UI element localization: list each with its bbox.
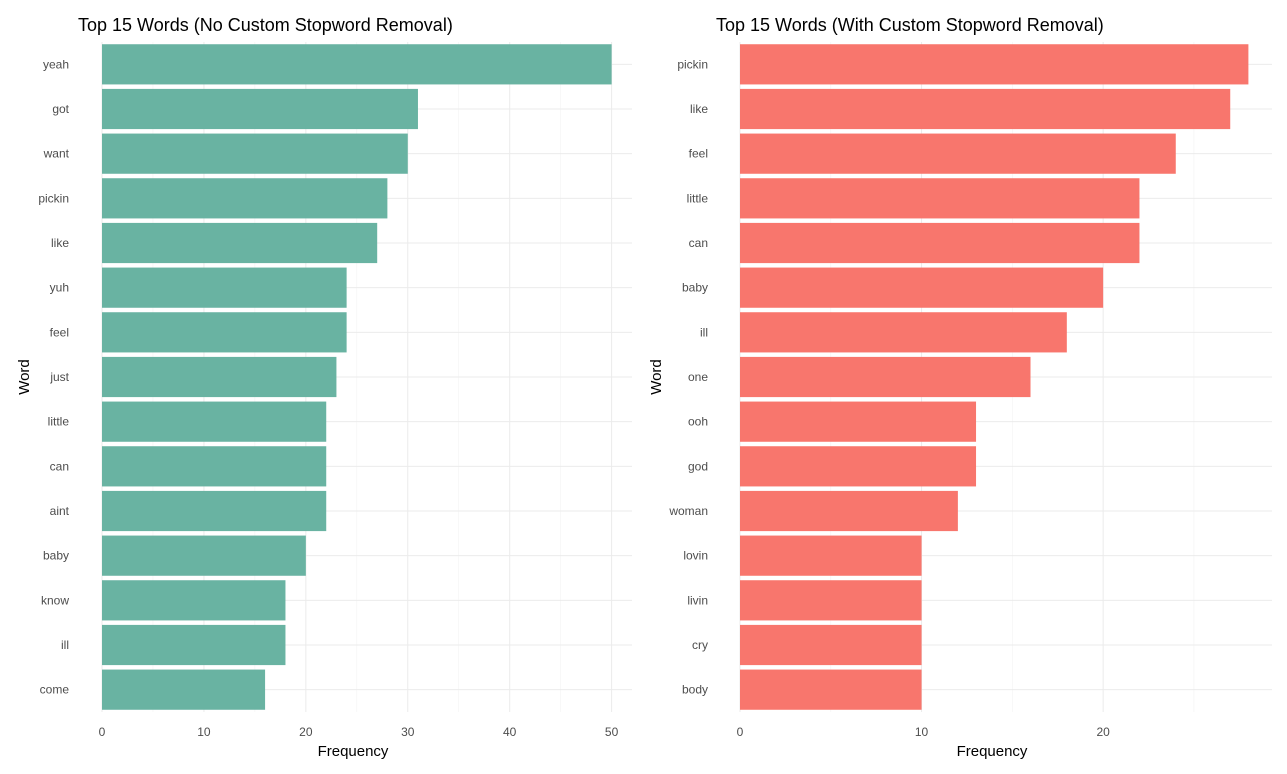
x-tick-label: 10 — [197, 725, 211, 739]
y-tick-label: body — [682, 683, 708, 697]
y-tick-label: can — [689, 236, 708, 250]
y-tick-label: ooh — [688, 415, 708, 429]
bar-baby — [102, 535, 306, 576]
y-tick-label: feel — [689, 147, 708, 161]
bar-can — [102, 446, 327, 487]
y-tick-label: little — [687, 191, 709, 205]
y-tick-label: like — [51, 236, 69, 250]
y-tick-label: one — [688, 370, 708, 384]
bar-one — [740, 356, 1031, 398]
bar-baby — [740, 267, 1104, 308]
bar-know — [102, 580, 286, 621]
bar-yeah — [102, 44, 612, 85]
y-tick-label: cry — [692, 638, 708, 652]
y-tick-label: ill — [700, 325, 708, 339]
y-tick-label: baby — [43, 549, 69, 563]
bar-woman — [740, 490, 958, 532]
y-tick-label: feel — [50, 325, 69, 339]
y-tick-label: pickin — [677, 57, 708, 71]
y-tick-label: aint — [50, 504, 70, 518]
bar-god — [740, 446, 977, 487]
x-tick-label: 20 — [299, 725, 313, 739]
y-tick-label: baby — [682, 281, 708, 295]
x-tick-label: 30 — [401, 725, 415, 739]
y-tick-label: ill — [61, 638, 69, 652]
x-tick-label: 20 — [1096, 725, 1110, 739]
bar-lovin — [740, 535, 922, 576]
y-tick-label: yeah — [43, 57, 69, 71]
y-tick-label: little — [48, 415, 70, 429]
y-tick-label: got — [52, 102, 69, 116]
bar-ooh — [740, 401, 977, 442]
bar-little — [740, 178, 1140, 219]
bar-can — [740, 222, 1140, 264]
bar-got — [102, 88, 418, 130]
bar-pickin — [740, 44, 1249, 85]
y-tick-label: god — [688, 459, 708, 473]
bar-want — [102, 133, 408, 174]
x-tick-label: 50 — [605, 725, 619, 739]
x-tick-label: 0 — [737, 725, 744, 739]
x-tick-label: 0 — [99, 725, 106, 739]
chart-title: Top 15 Words (No Custom Stopword Removal… — [78, 15, 453, 35]
x-axis-title: Frequency — [318, 743, 389, 760]
bar-livin — [740, 580, 922, 621]
chart-panel-2: pickin like feel little can baby ill one ooh god w… — [648, 15, 1272, 760]
chart-panel-1: yeah got want pickin like yuh feel just little ca… — [16, 15, 632, 760]
y-axis-title: Word — [16, 359, 33, 395]
bar-ill — [740, 312, 1067, 353]
bar-come — [102, 669, 266, 710]
bar-body — [740, 669, 922, 710]
y-tick-label: woman — [668, 504, 708, 518]
bar-feel — [740, 133, 1176, 174]
bar-pickin — [102, 178, 388, 219]
y-tick-label: pickin — [38, 191, 69, 205]
y-tick-label: come — [40, 683, 70, 697]
y-tick-label: livin — [687, 593, 708, 607]
bar-like — [740, 88, 1231, 130]
chart-title: Top 15 Words (With Custom Stopword Remov… — [716, 15, 1104, 35]
y-axis-title: Word — [648, 359, 665, 395]
y-tick-label: lovin — [683, 549, 708, 563]
bar-aint — [102, 490, 327, 532]
bar-like — [102, 222, 378, 264]
y-tick-label: like — [690, 102, 708, 116]
bar-just — [102, 356, 337, 398]
x-tick-label: 10 — [915, 725, 929, 739]
y-tick-label: can — [50, 459, 69, 473]
bar-yuh — [102, 267, 347, 308]
y-tick-label: yuh — [50, 281, 69, 295]
y-tick-label: want — [43, 147, 70, 161]
bar-feel — [102, 312, 347, 353]
bar-little — [102, 401, 327, 442]
bar-cry — [740, 624, 922, 666]
y-tick-label: know — [41, 593, 69, 607]
x-tick-label: 40 — [503, 725, 517, 739]
bar-ill — [102, 624, 286, 666]
x-axis-title: Frequency — [957, 743, 1028, 760]
y-tick-label: just — [49, 370, 69, 384]
